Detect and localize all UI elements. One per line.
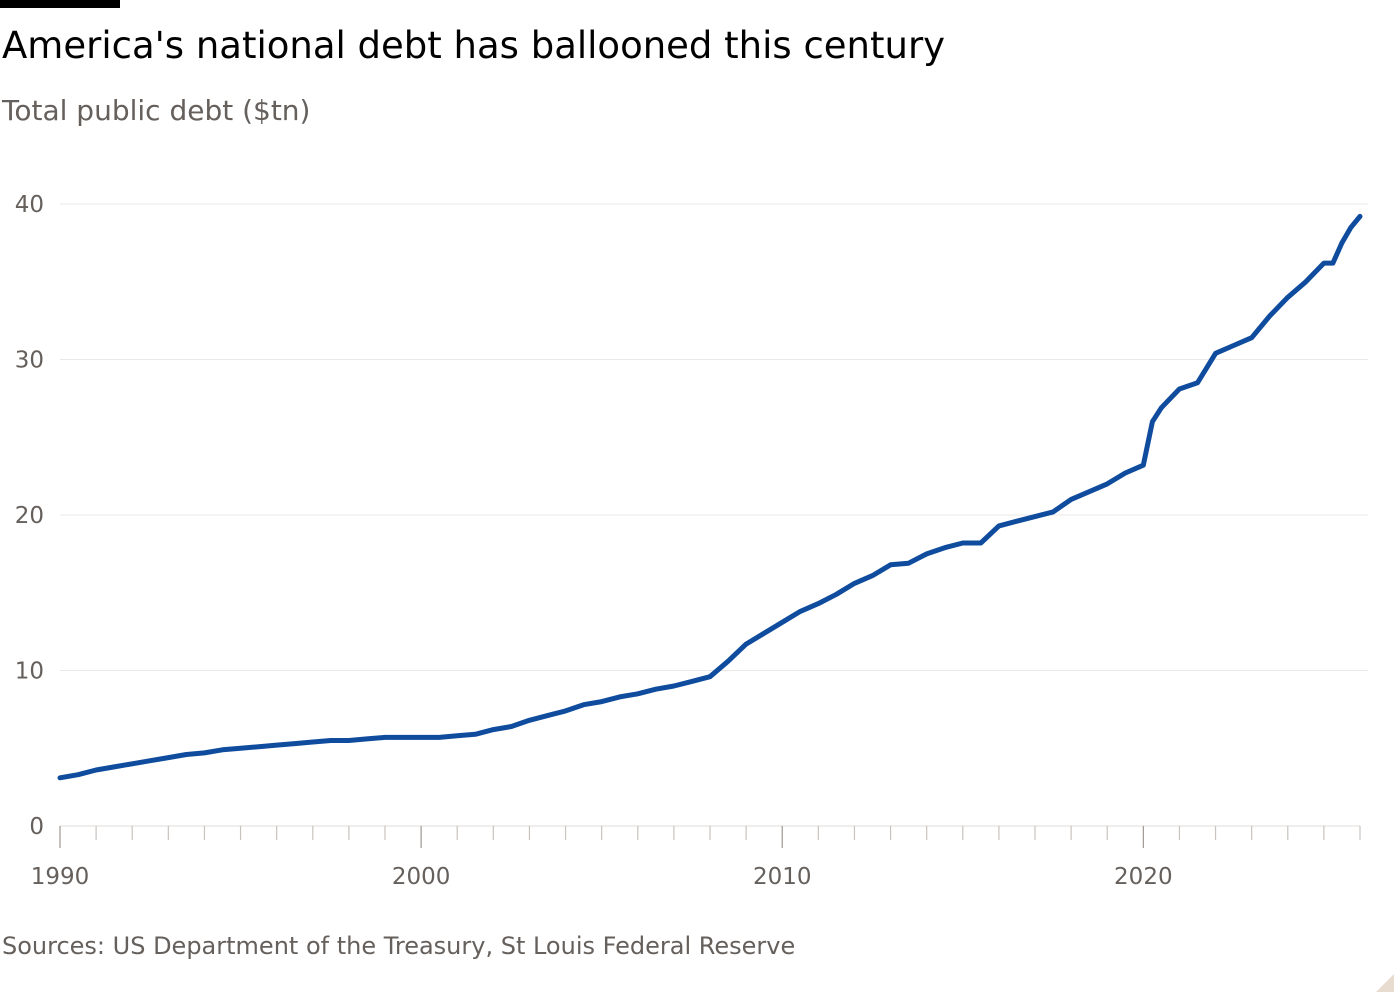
x-tick-label-2010: 2010: [753, 864, 812, 890]
brand-bar: [0, 0, 120, 8]
x-axis: [59, 825, 1361, 848]
y-tick-label-20: 20: [15, 503, 44, 529]
y-tick-label-10: 10: [15, 659, 44, 685]
y-axis-ticks: 0 10 20 30 40: [15, 192, 44, 840]
gridlines: [60, 203, 1368, 671]
series-group: [57, 213, 1363, 781]
x-tick-label-2020: 2020: [1114, 864, 1173, 890]
series-line-0: [57, 213, 1363, 781]
chart-subtitle: Total public debt ($tn): [2, 94, 311, 127]
x-tick-label-2000: 2000: [392, 864, 451, 890]
y-tick-label-30: 30: [15, 348, 44, 374]
x-axis-ticks: 1990 2000 2010 2020: [31, 864, 1173, 890]
corner-mark: [1376, 974, 1394, 992]
y-tick-label-0: 0: [29, 814, 44, 840]
source-note: Sources: US Department of the Treasury, …: [2, 932, 796, 960]
x-tick-label-1990: 1990: [31, 864, 90, 890]
line-chart: 0 10 20 30 40 1990 2000 2010 2020: [15, 192, 1368, 890]
y-tick-label-40: 40: [15, 192, 44, 218]
chart-title: America's national debt has ballooned th…: [2, 24, 946, 67]
